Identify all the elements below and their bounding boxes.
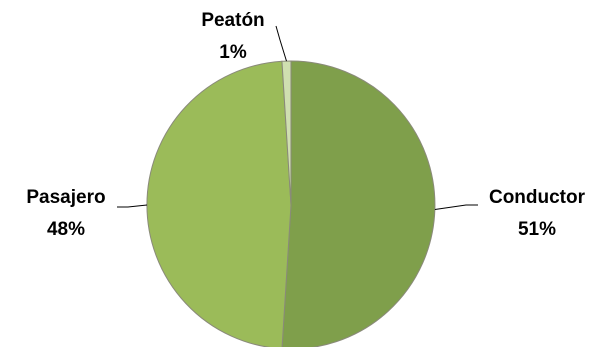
pie-slice-conductor bbox=[281, 60, 436, 347]
leader-line-peaton bbox=[275, 25, 287, 62]
slice-percent-peaton: 1% bbox=[219, 42, 247, 63]
slice-label-peaton: Peatón bbox=[201, 10, 264, 31]
labels-layer: Conductor 51% Pasajero 48% Peatón 1% bbox=[26, 10, 585, 240]
slices-layer bbox=[146, 60, 436, 347]
pie-slice-pasajero bbox=[146, 60, 292, 347]
leader-line-conductor bbox=[434, 204, 478, 210]
slice-label-conductor: Conductor bbox=[489, 187, 586, 208]
leader-lines-layer bbox=[117, 25, 478, 210]
leader-line-pasajero bbox=[117, 204, 148, 208]
slice-percent-conductor: 51% bbox=[518, 219, 556, 240]
slice-percent-pasajero: 48% bbox=[47, 219, 85, 240]
slice-label-pasajero: Pasajero bbox=[26, 187, 105, 208]
